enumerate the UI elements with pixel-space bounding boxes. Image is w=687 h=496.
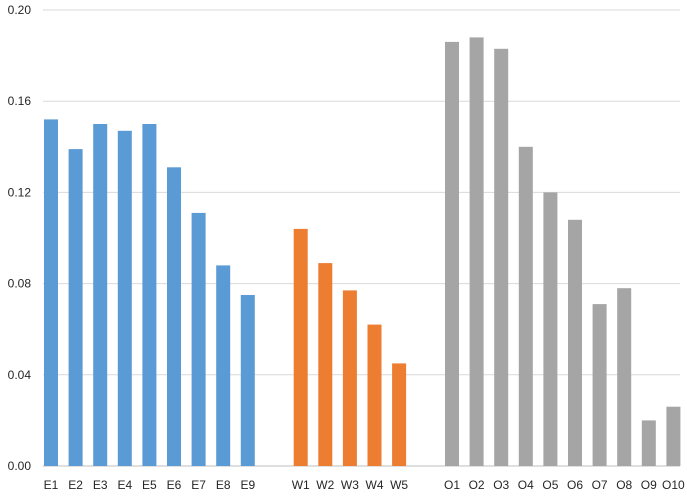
bar-o5	[543, 192, 558, 466]
bar-e1	[44, 119, 58, 467]
y-axis-ticks: 0.00 0.04 0.08 0.12 0.16 0.20	[8, 3, 32, 473]
x-tick-label-e4: E4	[117, 478, 132, 492]
x-tick-label-e8: E8	[216, 478, 231, 492]
bars	[44, 37, 681, 467]
bar-o8	[617, 288, 632, 466]
x-tick-label-o8: O8	[616, 478, 632, 492]
y-tick-label: 0.00	[8, 459, 32, 473]
x-tick-label-o7: O7	[592, 478, 608, 492]
y-tick-label: 0.16	[8, 94, 32, 108]
bar-o2	[469, 37, 484, 467]
bar-e8	[216, 265, 231, 466]
bar-e4	[117, 130, 132, 467]
gridlines	[43, 9, 680, 467]
x-tick-label-o1: O1	[444, 478, 460, 492]
y-tick-label: 0.08	[8, 277, 32, 291]
x-tick-label-o4: O4	[518, 478, 534, 492]
bar-e5	[142, 124, 157, 466]
x-tick-label-e7: E7	[191, 478, 206, 492]
bar-e6	[167, 167, 181, 467]
x-tick-label-e9: E9	[240, 478, 255, 492]
bar-w5	[392, 363, 407, 466]
x-tick-label-o9: O9	[641, 478, 657, 492]
bar-o6	[568, 219, 582, 466]
x-tick-label-e3: E3	[93, 478, 108, 492]
y-tick-label: 0.20	[8, 3, 32, 17]
x-tick-label-w2: W2	[316, 478, 334, 492]
bar-o9	[641, 420, 656, 466]
bar-e7	[191, 212, 206, 466]
x-tick-label-w1: W1	[292, 478, 310, 492]
y-tick-label: 0.12	[8, 185, 32, 199]
bar-w3	[342, 290, 357, 466]
x-tick-label-e2: E2	[68, 478, 83, 492]
x-tick-label-o3: O3	[493, 478, 509, 492]
bar-o3	[494, 48, 509, 467]
x-tick-label-w4: W4	[366, 478, 384, 492]
bar-w2	[318, 263, 333, 466]
bar-o7	[592, 304, 607, 466]
x-tick-label-e6: E6	[167, 478, 182, 492]
bar-o4	[518, 146, 533, 467]
x-tick-label-e5: E5	[142, 478, 157, 492]
x-tick-label-w5: W5	[390, 478, 408, 492]
bar-o10	[666, 406, 681, 466]
x-tick-label-o10: O10	[662, 478, 685, 492]
bar-e9	[240, 295, 255, 466]
bar-e2	[68, 149, 83, 466]
y-tick-label: 0.04	[8, 368, 32, 382]
bar-o1	[445, 41, 459, 467]
x-tick-label-e1: E1	[44, 478, 59, 492]
x-tick-label-o2: O2	[469, 478, 485, 492]
bar-e3	[93, 124, 108, 466]
x-tick-label-o5: O5	[542, 478, 558, 492]
x-tick-label-w3: W3	[341, 478, 359, 492]
x-axis-labels: E1 E2 E3 E4 E5 E6 E7 E8 E9 W1 W2 W3 W4 W5 O1 O2 O3 O4 O5 O6…	[44, 478, 685, 492]
bar-w4	[367, 324, 382, 466]
x-tick-label-o6: O6	[567, 478, 583, 492]
bar-w1	[293, 228, 308, 466]
